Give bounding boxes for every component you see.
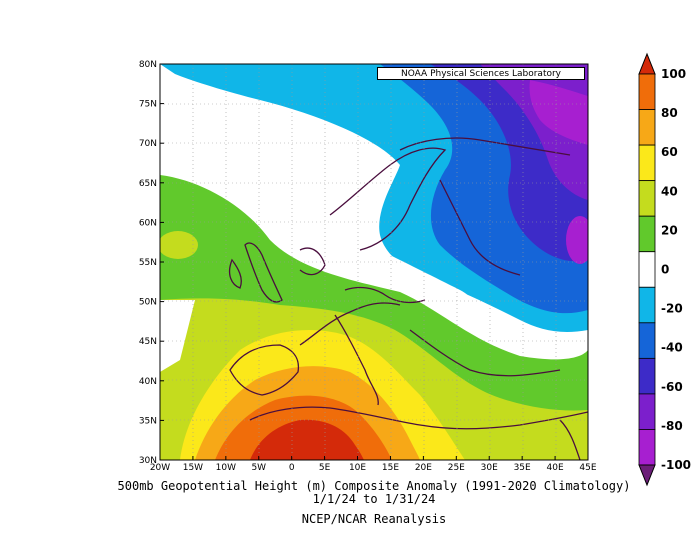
anomaly-field: [160, 64, 588, 460]
lon-label: 0: [289, 463, 295, 473]
colorbar: 100 80 60 40 20 0 -20 -40 -60 -80 -100: [638, 52, 691, 487]
lon-label: 25E: [448, 463, 465, 473]
colorbar-swatch: [638, 215, 656, 253]
band-minus-80-east: [566, 216, 588, 264]
band-plus-100: [250, 419, 364, 460]
lon-label: 30E: [481, 463, 498, 473]
colorbar-bottom-arrow: [638, 464, 656, 487]
caption-source: NCEP/NCAR Reanalysis: [301, 512, 447, 526]
colorbar-swatch: [638, 109, 656, 146]
credit-label: NOAA Physical Sciences Laboratory: [377, 67, 585, 80]
lon-label: 35E: [514, 463, 531, 473]
colorbar-swatch: [638, 429, 656, 466]
lon-label: 45E: [579, 463, 596, 473]
lat-label: 55N: [139, 258, 157, 268]
lon-label: 15E: [382, 463, 399, 473]
colorbar-swatch: [638, 322, 656, 359]
lat-label: 80N: [139, 60, 157, 70]
colorbar-label: 100: [661, 67, 686, 81]
lon-label: 5E: [319, 463, 331, 473]
caption-dates: 1/1/24 to 1/31/24: [312, 492, 436, 506]
lon-label: 20E: [415, 463, 432, 473]
longitude-axis: 20W 15W 10W 5W 0 5E 10E 15E 20E 25E 30E 35E 40E 45E: [150, 456, 597, 473]
colorbar-label: -80: [661, 419, 683, 433]
colorbar-label: 60: [661, 145, 678, 159]
lat-label: 35N: [139, 416, 157, 426]
lat-label: 50N: [139, 298, 157, 308]
lat-label: 75N: [139, 100, 157, 110]
lat-label: 70N: [139, 139, 157, 149]
colorbar-label: 20: [661, 223, 678, 237]
colorbar-swatch: [638, 180, 656, 217]
colorbar-swatch: [638, 251, 656, 288]
colorbar-label: 80: [661, 106, 678, 120]
band-minus-80: [529, 80, 588, 145]
colorbar-label: -40: [661, 341, 683, 355]
colorbar-swatch: [638, 393, 656, 430]
colorbar-swatch: [638, 286, 656, 324]
lat-label: 45N: [139, 337, 157, 347]
colorbar-swatch: [638, 144, 656, 182]
band-zero: [372, 250, 471, 308]
lon-label: 10W: [216, 463, 236, 473]
colorbar-label: 40: [661, 184, 678, 198]
colorbar-swatch: [638, 357, 656, 395]
graticule: [160, 64, 588, 460]
lon-label: 20W: [150, 463, 170, 473]
caption-title: 500mb Geopotential Height (m) Composite …: [117, 479, 631, 493]
colorbar-label: 0: [661, 263, 669, 277]
colorbar-label: -20: [661, 302, 683, 316]
band-plus-30-west: [160, 231, 198, 259]
latitude-axis: 30N 35N 40N 45N 50N 55N 60N 65N 70N 75N 80N: [139, 60, 164, 466]
colorbar-label: -100: [661, 458, 691, 472]
lon-label: 5W: [251, 463, 266, 473]
lon-label: 40E: [547, 463, 564, 473]
lat-label: 40N: [139, 377, 157, 387]
coastlines: [228, 137, 588, 460]
colorbar-swatch: [638, 73, 656, 110]
lon-label: 15W: [183, 463, 203, 473]
colorbar-top-arrow: [638, 52, 656, 75]
band-zero-west: [160, 300, 195, 372]
lat-label: 65N: [139, 179, 157, 189]
lat-label: 60N: [139, 218, 157, 228]
lat-label: 30N: [139, 456, 157, 466]
lon-label: 10E: [349, 463, 366, 473]
colorbar-label: -60: [661, 380, 683, 394]
